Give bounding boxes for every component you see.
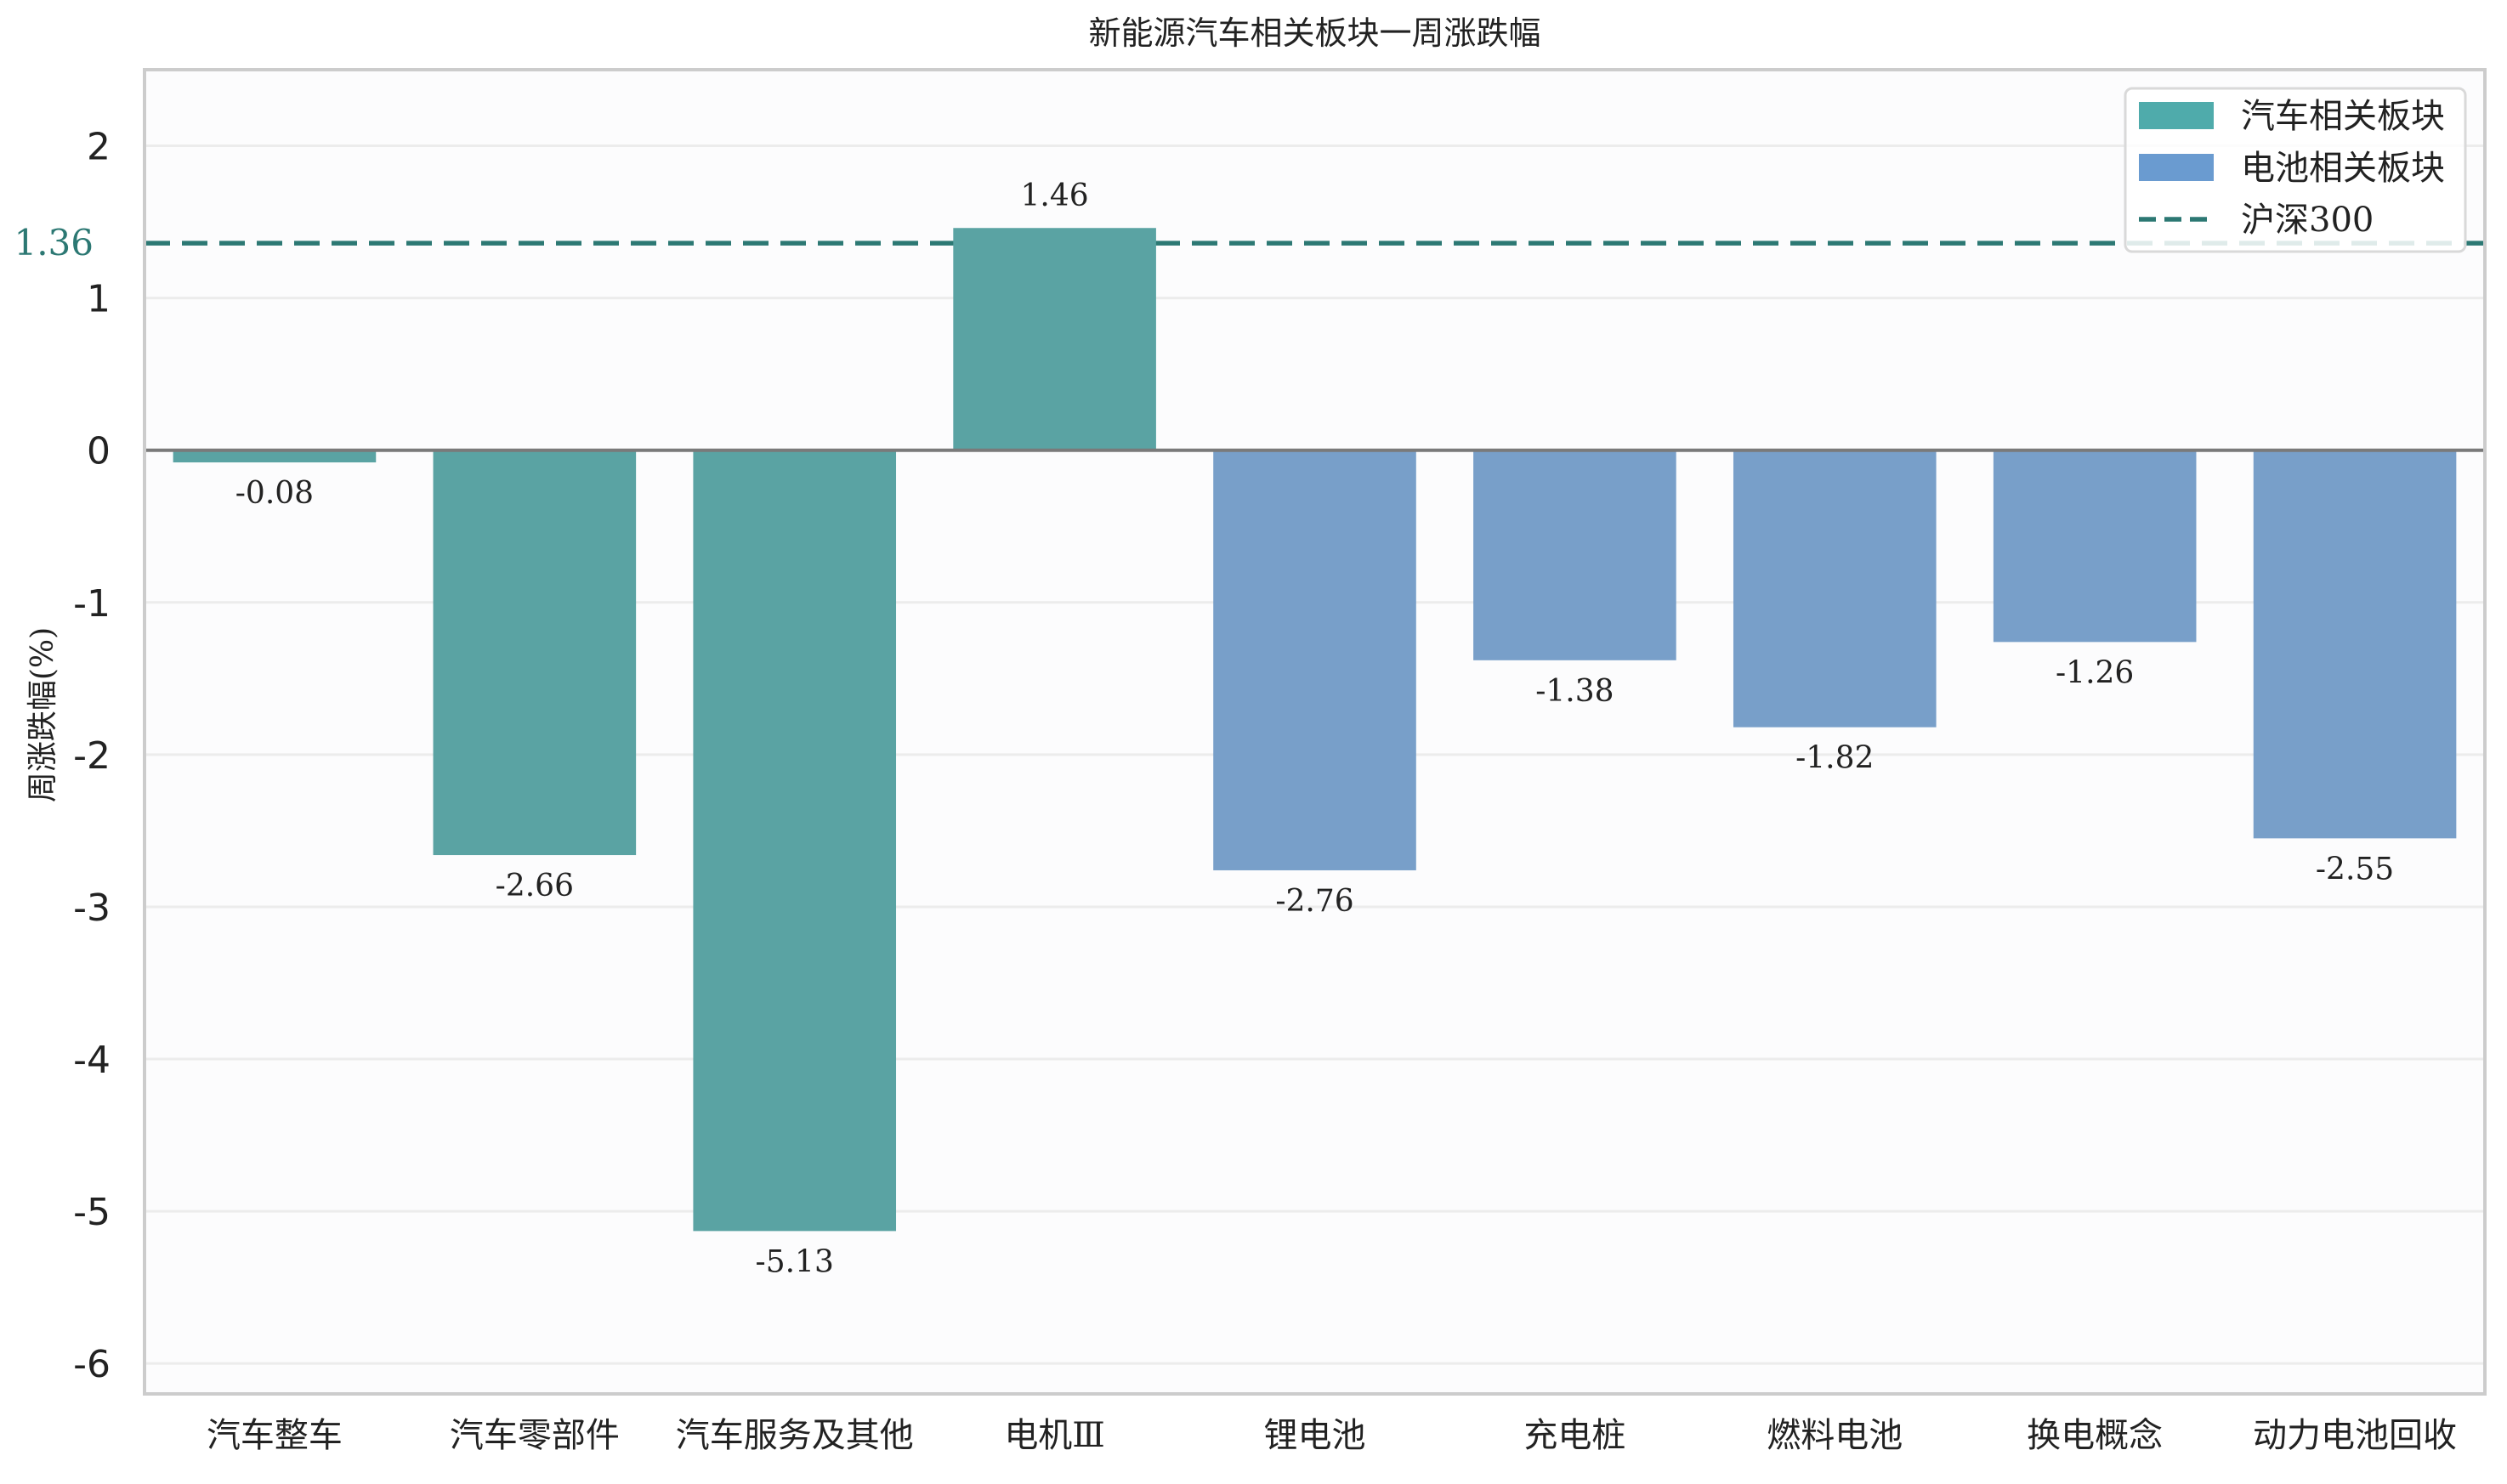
- data-label: -2.66: [496, 869, 574, 903]
- y-tick-label: -6: [73, 1343, 111, 1386]
- x-tick-label: 锂电池: [1264, 1416, 1366, 1455]
- bar: [693, 450, 897, 1232]
- x-tick-label: 动力电池回收: [2253, 1416, 2457, 1455]
- data-label: 1.46: [1021, 178, 1089, 213]
- data-label: -5.13: [756, 1244, 834, 1279]
- legend-label-battery: 电池相关板块: [2241, 149, 2445, 188]
- bar: [1993, 450, 2197, 643]
- data-label: -0.08: [235, 476, 314, 511]
- y-tick-label: -3: [73, 886, 111, 930]
- bar: [173, 450, 377, 463]
- x-tick-label: 电机Ⅲ: [1004, 1416, 1105, 1455]
- x-tick-label: 汽车零部件: [450, 1416, 620, 1455]
- x-tick-label: 汽车服务及其他: [676, 1416, 914, 1455]
- bars: [173, 228, 2457, 1232]
- x-axis: 汽车整车 汽车零部件 汽车服务及其他 电机Ⅲ 锂电池 充电桩 燃料电池 换电概念 动力电池回收: [207, 1416, 2457, 1455]
- y-axis: -6 -5 -4 -3 -2 -1 0 1 2: [73, 126, 111, 1387]
- bar: [953, 228, 1156, 450]
- data-label: -2.55: [2316, 852, 2394, 886]
- y-tick-label: 0: [87, 430, 111, 473]
- bar: [1733, 450, 1937, 728]
- plot-frame: [143, 68, 2487, 1396]
- data-label: -2.76: [1275, 884, 1353, 919]
- y-tick-label: -5: [73, 1191, 111, 1234]
- data-label: -1.82: [1795, 741, 1874, 776]
- bar: [1213, 450, 1416, 870]
- y-tick-label: 1: [87, 278, 111, 321]
- legend: 汽车相关板块 电池相关板块 沪深300: [2124, 87, 2467, 253]
- x-tick-label: 汽车整车: [207, 1416, 343, 1455]
- value-labels: -0.08 -2.66 -5.13 1.46 -2.76 -1.38 -1.82 -1.26 -…: [235, 178, 2394, 1279]
- reference-line-label: 1.36: [14, 222, 94, 263]
- legend-label-auto: 汽车相关板块: [2241, 97, 2445, 136]
- y-axis-title: 周涨跌幅(%): [26, 627, 60, 802]
- y-tick-label: 2: [87, 126, 111, 169]
- y-tick-label: -4: [73, 1039, 111, 1082]
- data-label: -1.26: [2056, 655, 2134, 690]
- legend-label-hs300: 沪深300: [2241, 201, 2374, 240]
- bar: [1473, 450, 1676, 660]
- legend-swatch-battery: [2139, 154, 2214, 181]
- x-tick-label: 换电概念: [2027, 1416, 2163, 1455]
- x-tick-label: 充电桩: [1523, 1416, 1625, 1455]
- chart-title: 新能源汽车相关板块一周涨跌幅: [1088, 14, 1540, 52]
- y-tick-label: -2: [73, 734, 111, 778]
- bar: [2253, 450, 2457, 839]
- x-tick-label: 燃料电池: [1767, 1416, 1903, 1455]
- y-tick-label: -1: [73, 582, 111, 626]
- data-label: -1.38: [1535, 674, 1614, 709]
- bar: [433, 450, 637, 856]
- legend-swatch-auto: [2139, 102, 2214, 129]
